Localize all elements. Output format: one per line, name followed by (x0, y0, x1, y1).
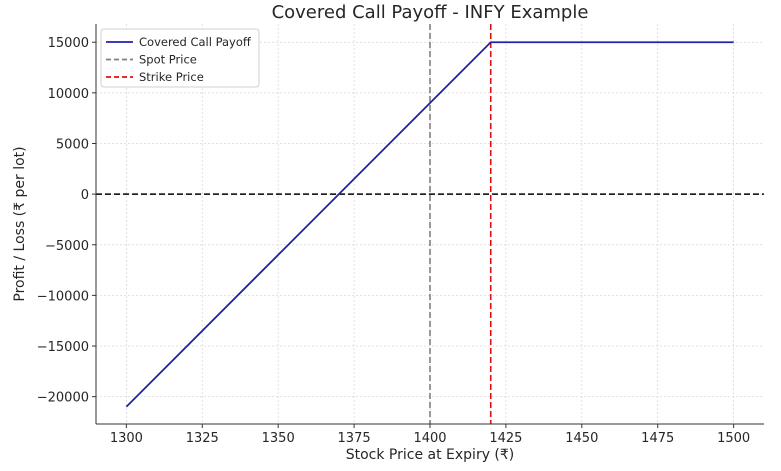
legend: Covered Call Payoff Spot Price Strike Pric… (100, 28, 260, 88)
y-tick-label: −10000 (37, 289, 89, 304)
reference-lines (96, 24, 764, 424)
x-tick-label: 1325 (186, 431, 219, 446)
y-tick-label: −5000 (45, 239, 89, 254)
x-tick-label: 1400 (413, 431, 446, 446)
x-tick-label: 1300 (110, 431, 143, 446)
x-tick-label: 1375 (338, 431, 371, 446)
x-tick-label: 1475 (641, 431, 674, 446)
y-tick-label: −20000 (37, 391, 89, 406)
y-tick-label: −15000 (37, 340, 89, 355)
chart-title: Covered Call Payoff - INFY Example (272, 2, 589, 23)
x-tick-label: 1350 (262, 431, 295, 446)
x-tick-label: 1425 (489, 431, 522, 446)
payoff-line (125, 41, 734, 408)
y-tick-label: 5000 (56, 137, 89, 152)
y-axis-label: Profit / Loss (₹ per lot) (12, 146, 28, 301)
legend-label: Covered Call Payoff (139, 35, 252, 49)
legend-label: Strike Price (139, 70, 204, 84)
legend-label: Spot Price (139, 53, 197, 67)
legend-box (100, 28, 260, 88)
x-tick-label: 1500 (717, 431, 750, 446)
y-tick-label: 15000 (48, 36, 89, 51)
axes: 1300 1325 1350 1375 1400 1425 1450 1475 1500 −200… (37, 24, 764, 446)
payoff-series (125, 41, 734, 408)
x-axis-label: Stock Price at Expiry (₹) (346, 447, 515, 463)
x-tick-label: 1450 (565, 431, 598, 446)
y-tick-label: 10000 (48, 87, 89, 102)
y-tick-label: 0 (81, 188, 89, 203)
